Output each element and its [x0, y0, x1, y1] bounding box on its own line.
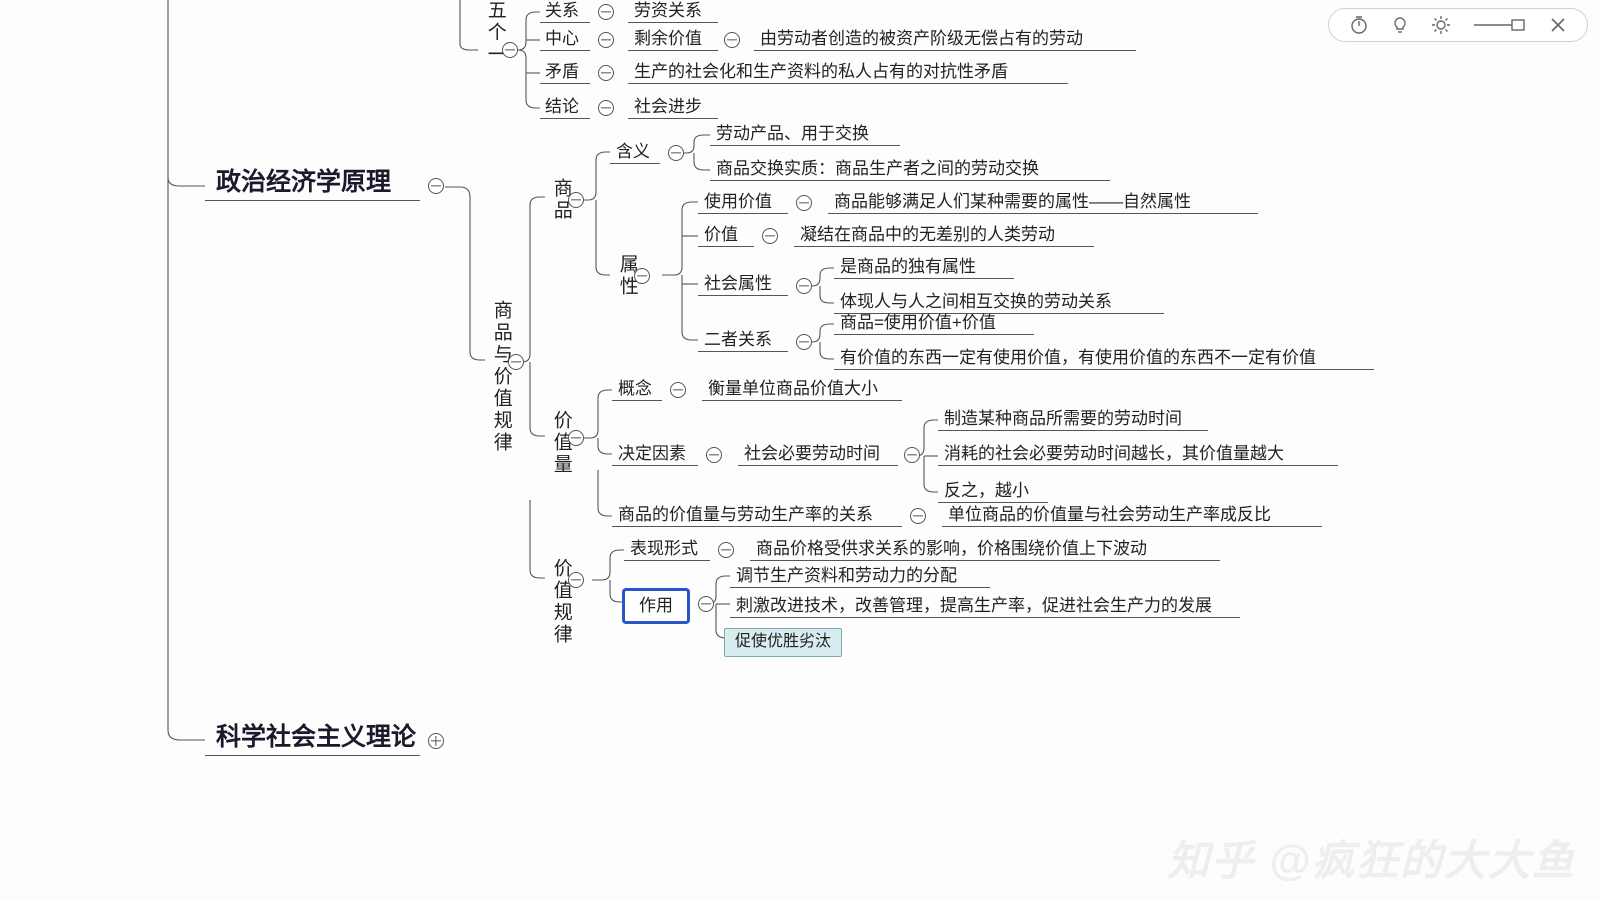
node-det3[interactable]: 反之，越小 [944, 480, 1029, 502]
collapse-icon[interactable] [668, 145, 684, 161]
timer-icon[interactable] [1349, 15, 1369, 35]
node-snlt[interactable]: 社会必要劳动时间 [744, 443, 880, 465]
node-social-attr2[interactable]: 体现人与人之间相互交换的劳动关系 [840, 291, 1112, 313]
node-two-rel2[interactable]: 有价值的东西一定有使用价值，有使用价值的东西不一定有价值 [840, 347, 1316, 369]
bulb-icon[interactable] [1390, 15, 1410, 35]
collapse-icon[interactable] [724, 32, 740, 48]
node-progress[interactable]: 社会进步 [634, 96, 702, 118]
floating-toolbar[interactable] [1328, 8, 1588, 42]
collapse-icon[interactable] [598, 4, 614, 20]
node-manifest-detail[interactable]: 商品价格受供求关系的影响，价格围绕价值上下波动 [756, 538, 1147, 560]
node-det1[interactable]: 制造某种商品所需要的劳动时间 [944, 408, 1182, 430]
collapse-icon[interactable] [796, 334, 812, 350]
collapse-icon[interactable] [718, 542, 734, 558]
node-surplus-detail[interactable]: 由劳动者创造的被资产阶级无偿占有的劳动 [760, 28, 1083, 50]
node-use-value[interactable]: 使用价值 [704, 191, 772, 213]
progress-icon[interactable] [1472, 18, 1528, 32]
collapse-icon[interactable] [706, 447, 722, 463]
node-contradiction[interactable]: 矛盾 [545, 61, 579, 83]
collapse-icon[interactable] [670, 382, 686, 398]
node-determinant[interactable]: 决定因素 [618, 443, 686, 465]
node-meaning2[interactable]: 商品交换实质：商品生产者之间的劳动交换 [716, 158, 1039, 180]
underline [205, 755, 420, 756]
collapse-icon[interactable] [568, 572, 584, 588]
collapse-icon[interactable] [598, 100, 614, 116]
node-concept-detail[interactable]: 衡量单位商品价值大小 [708, 378, 878, 400]
node-effect3-editing[interactable]: 促使优胜劣汰 [724, 628, 842, 657]
node-relation[interactable]: 关系 [545, 0, 579, 22]
root-political-economy[interactable]: 政治经济学原理 [216, 166, 391, 199]
node-use-value-detail[interactable]: 商品能够满足人们某种需要的属性——自然属性 [834, 191, 1191, 213]
node-conclusion[interactable]: 结论 [545, 96, 579, 118]
node-effect2[interactable]: 刺激改进技术，改善管理，提高生产率，促进社会生产力的发展 [736, 595, 1212, 617]
collapse-icon[interactable] [910, 508, 926, 524]
node-meaning1[interactable]: 劳动产品、用于交换 [716, 123, 869, 145]
underline [205, 200, 420, 201]
node-five-one[interactable]: 五个一 [482, 0, 507, 66]
collapse-icon[interactable] [598, 32, 614, 48]
node-two-rel1[interactable]: 商品=使用价值+价值 [840, 312, 996, 334]
collapse-icon[interactable] [508, 354, 524, 370]
collapse-icon[interactable] [568, 430, 584, 446]
node-value-detail[interactable]: 凝结在商品中的无差别的人类劳动 [800, 224, 1055, 246]
node-manifest[interactable]: 表现形式 [630, 538, 698, 560]
collapse-icon[interactable] [762, 228, 778, 244]
collapse-icon[interactable] [634, 268, 650, 284]
node-two-relation[interactable]: 二者关系 [704, 329, 772, 351]
node-value-law[interactable]: 价值规律 [548, 558, 573, 646]
collapse-icon[interactable] [796, 278, 812, 294]
node-contradiction-detail[interactable]: 生产的社会化和生产资料的私人占有的对抗性矛盾 [634, 61, 1008, 83]
node-commodity-value-law[interactable]: 商品与价值规律 [488, 300, 513, 454]
node-concept[interactable]: 概念 [618, 378, 652, 400]
close-icon[interactable] [1549, 16, 1567, 34]
node-labor-relation[interactable]: 劳资关系 [634, 0, 702, 22]
node-value[interactable]: 价值 [704, 224, 738, 246]
collapse-icon[interactable] [698, 596, 714, 612]
collapse-icon[interactable] [428, 178, 444, 194]
node-social-attr1[interactable]: 是商品的独有属性 [840, 256, 976, 278]
node-productivity-detail[interactable]: 单位商品的价值量与社会劳动生产率成反比 [948, 504, 1271, 526]
node-effect1[interactable]: 调节生产资料和劳动力的分配 [736, 565, 957, 587]
collapse-icon[interactable] [502, 42, 518, 58]
collapse-icon[interactable] [904, 447, 920, 463]
watermark-text: 知乎 @疯狂的大大鱼 [1167, 827, 1576, 888]
node-meaning[interactable]: 含义 [616, 141, 650, 163]
brightness-icon[interactable] [1430, 14, 1452, 36]
node-productivity[interactable]: 商品的价值量与劳动生产率的关系 [618, 504, 873, 526]
collapse-icon[interactable] [568, 192, 584, 208]
node-surplus[interactable]: 剩余价值 [634, 28, 702, 50]
node-det2[interactable]: 消耗的社会必要劳动时间越长，其价值量越大 [944, 443, 1284, 465]
collapse-icon[interactable] [598, 65, 614, 81]
root-scientific-socialism[interactable]: 科学社会主义理论 [216, 721, 416, 754]
node-social-attr[interactable]: 社会属性 [704, 273, 772, 295]
collapse-icon[interactable] [796, 195, 812, 211]
expand-icon[interactable] [428, 733, 444, 749]
node-effect-selected[interactable]: 作用 [622, 588, 690, 624]
node-center[interactable]: 中心 [545, 28, 579, 50]
